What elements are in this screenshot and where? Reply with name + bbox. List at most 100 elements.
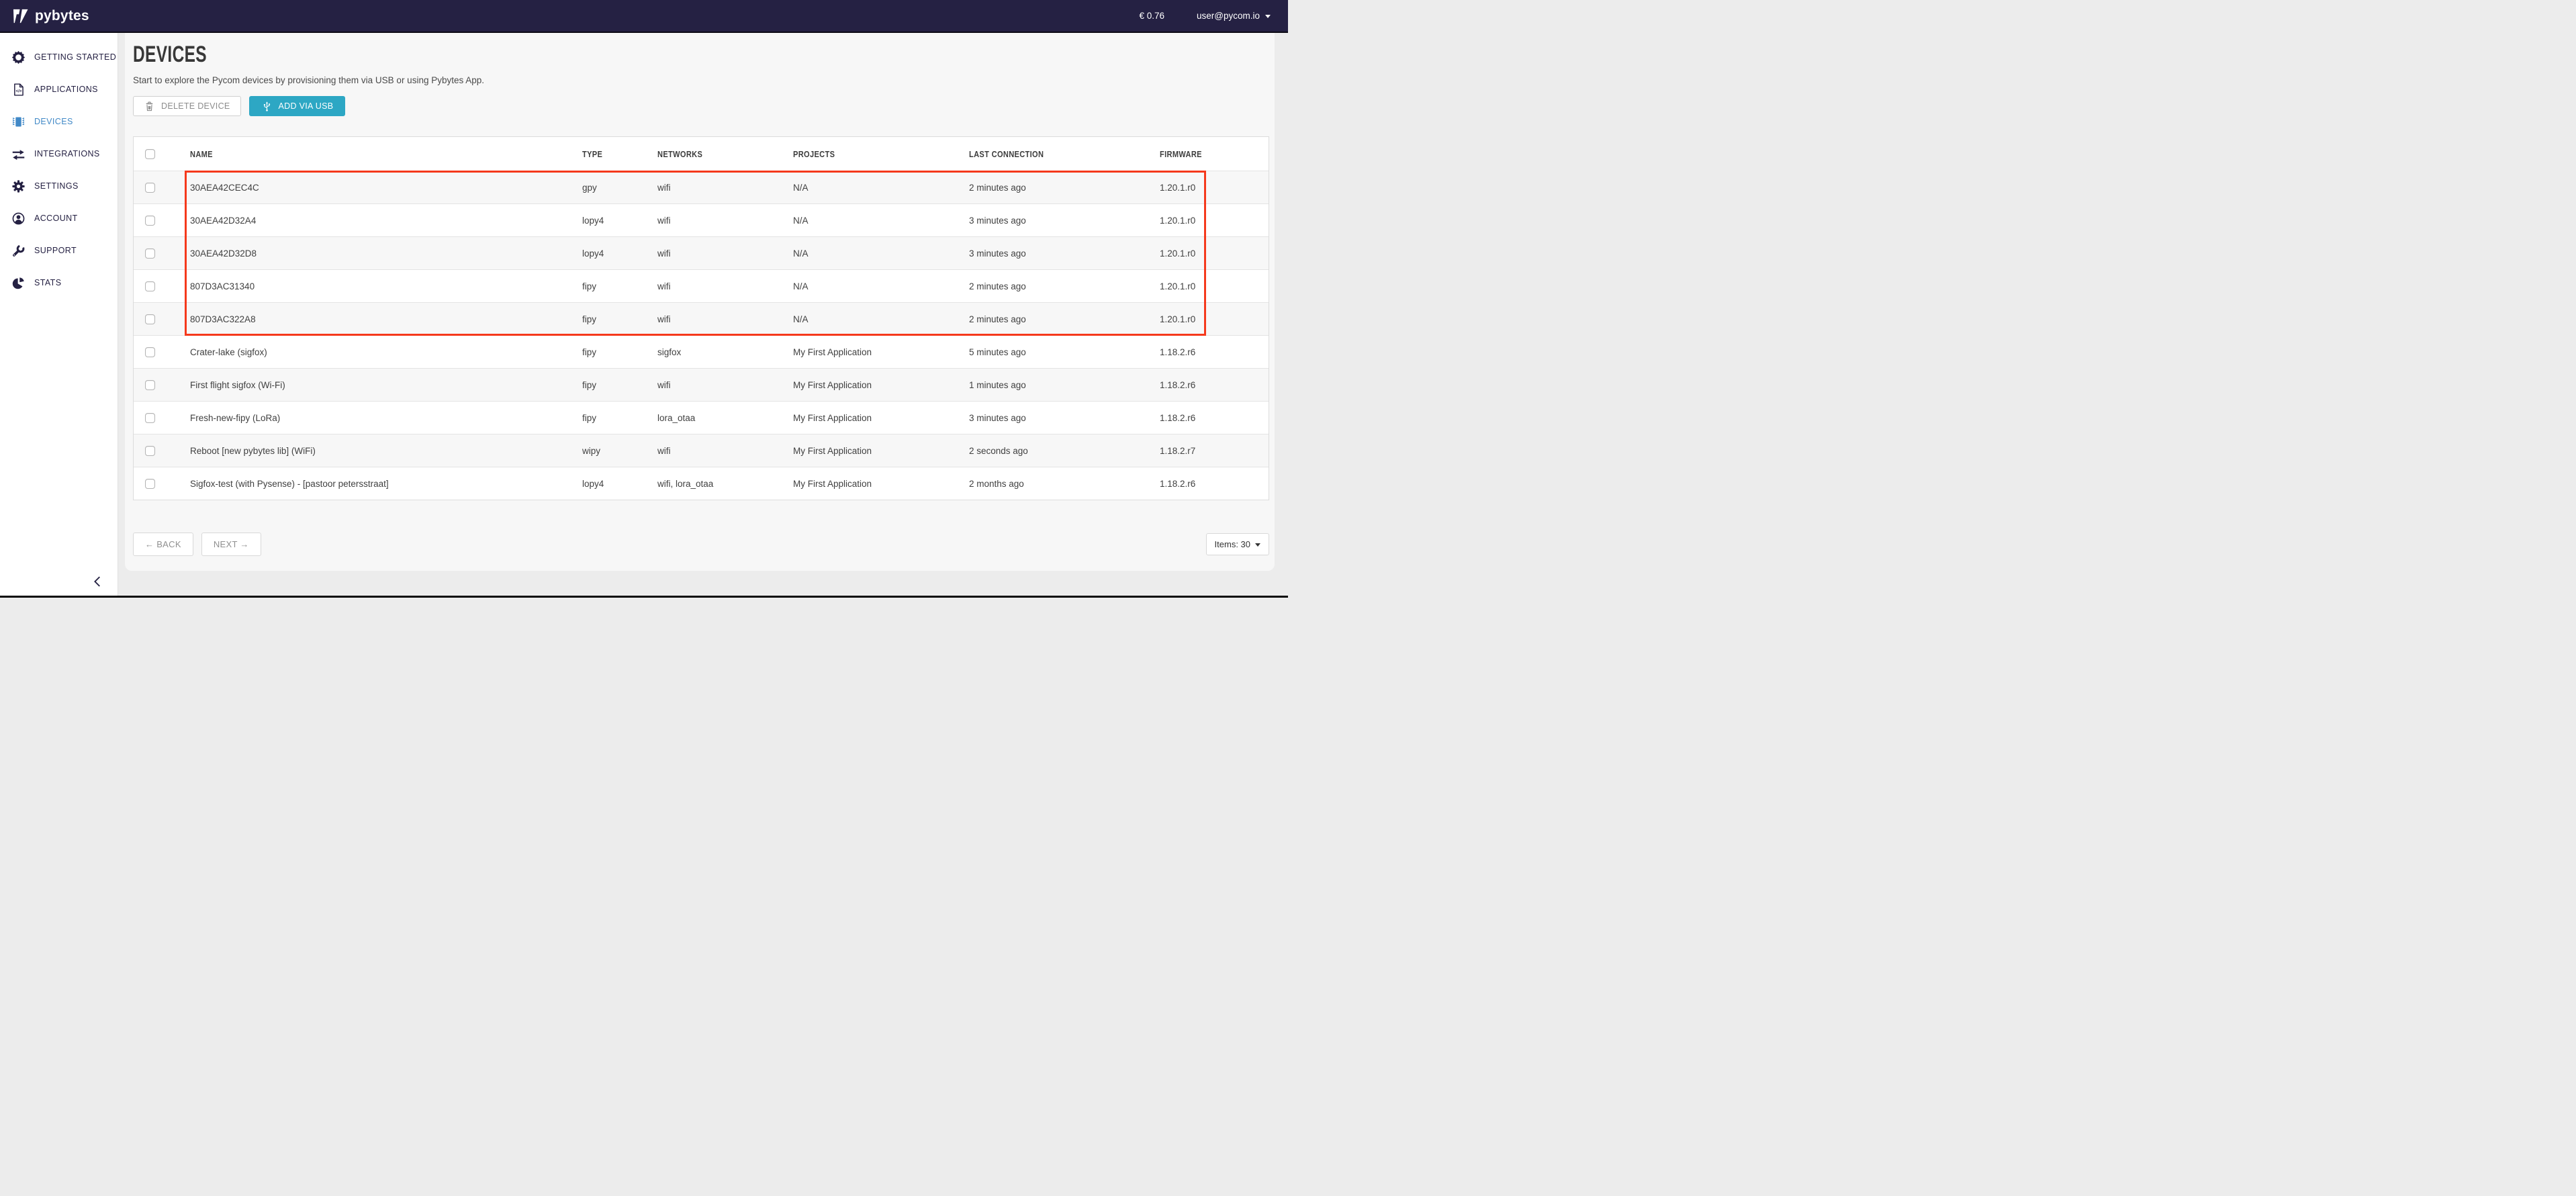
table-row[interactable]: Crater-lake (sigfox) fipy sigfox My Firs… — [134, 335, 1269, 368]
device-networks: wifi — [657, 314, 671, 324]
device-name: 30AEA42D32A4 — [190, 215, 257, 226]
header-checkbox-cell — [134, 148, 166, 159]
pybytes-logo[interactable]: pybytes — [12, 8, 89, 24]
sidebar-item-label: STATS — [34, 278, 62, 287]
sidebar-collapse-button[interactable] — [91, 574, 105, 589]
device-firmware: 1.18.2.r6 — [1160, 478, 1196, 489]
items-per-page-dropdown[interactable]: Items: 30 — [1205, 533, 1269, 555]
device-projects: N/A — [793, 182, 809, 193]
device-last-connection: 3 minutes ago — [969, 412, 1026, 423]
table-row[interactable]: Fresh-new-fipy (LoRa) fipy lora_otaa My … — [134, 401, 1269, 434]
devices-table: NAME TYPE NETWORKS PROJECTS LAST CONNECT… — [133, 136, 1269, 500]
sidebar-item-support[interactable]: SUPPORT — [0, 234, 118, 267]
add-via-usb-label: ADD VIA USB — [278, 101, 334, 111]
device-last-connection: 2 minutes ago — [969, 314, 1026, 324]
user-email: user@pycom.io — [1197, 11, 1260, 21]
table-row[interactable]: 30AEA42D32A4 lopy4 wifi N/A 3 minutes ag… — [134, 203, 1269, 236]
device-name: 807D3AC322A8 — [190, 314, 256, 324]
device-projects: N/A — [793, 281, 809, 291]
pagination: ← BACK NEXT → Items: 30 — [133, 533, 1269, 556]
next-button[interactable]: NEXT → — [201, 533, 261, 556]
table-row[interactable]: Sigfox-test (with Pysense) - [pastoor pe… — [134, 467, 1269, 500]
table-row[interactable]: 30AEA42D32D8 lopy4 wifi N/A 3 minutes ag… — [134, 236, 1269, 269]
header-firmware: FIRMWARE — [1160, 148, 1202, 159]
device-type: fipy — [582, 314, 597, 324]
row-checkbox-cell — [134, 281, 166, 291]
row-checkbox[interactable] — [144, 182, 155, 193]
device-last-connection: 2 seconds ago — [969, 445, 1028, 456]
add-via-usb-button[interactable]: ADD VIA USB — [248, 96, 346, 116]
page-subtitle: Start to explore the Pycom devices by pr… — [133, 75, 485, 85]
row-checkbox-cell — [134, 248, 166, 259]
table-row[interactable]: 807D3AC322A8 fipy wifi N/A 2 minutes ago… — [134, 302, 1269, 335]
sidebar-item-label: APPLICATIONS — [34, 85, 98, 94]
device-last-connection: 2 minutes ago — [969, 281, 1026, 291]
sidebar-item-account[interactable]: ACCOUNT — [0, 202, 118, 234]
chevron-down-icon — [1265, 15, 1271, 18]
row-checkbox-cell — [134, 314, 166, 324]
header-projects: PROJECTS — [793, 148, 835, 159]
row-checkbox[interactable] — [144, 478, 155, 489]
device-type: lopy4 — [582, 215, 604, 226]
row-checkbox[interactable] — [144, 248, 155, 259]
row-checkbox[interactable] — [144, 445, 155, 456]
row-checkbox[interactable] — [144, 347, 155, 357]
device-last-connection: 2 months ago — [969, 478, 1024, 489]
sidebar-item-label: GETTING STARTED — [34, 52, 117, 62]
items-per-page-label: Items: 30 — [1214, 539, 1250, 549]
device-firmware: 1.20.1.r0 — [1160, 281, 1196, 291]
back-button[interactable]: ← BACK — [133, 533, 193, 556]
device-last-connection: 2 minutes ago — [969, 182, 1026, 193]
table-row[interactable]: First flight sigfox (Wi-Fi) fipy wifi My… — [134, 368, 1269, 401]
sidebar-item-applications[interactable]: APPLICATIONS — [0, 73, 118, 105]
device-networks: wifi — [657, 215, 671, 226]
row-checkbox[interactable] — [144, 412, 155, 423]
user-menu[interactable]: user@pycom.io — [1197, 11, 1271, 21]
table-row[interactable]: 807D3AC31340 fipy wifi N/A 2 minutes ago… — [134, 269, 1269, 302]
device-networks: lora_otaa — [657, 412, 696, 423]
device-firmware: 1.18.2.r6 — [1160, 379, 1196, 390]
device-last-connection: 5 minutes ago — [969, 347, 1026, 357]
device-networks: wifi — [657, 182, 671, 193]
device-networks: wifi — [657, 379, 671, 390]
delete-device-label: DELETE DEVICE — [161, 101, 230, 111]
device-type: gpy — [582, 182, 597, 193]
device-name: Crater-lake (sigfox) — [190, 347, 267, 357]
device-networks: wifi, lora_otaa — [657, 478, 714, 489]
account-balance: € 0.76 — [1139, 11, 1164, 21]
sidebar-item-integrations[interactable]: INTEGRATIONS — [0, 138, 118, 170]
device-type: lopy4 — [582, 248, 604, 259]
device-name: 30AEA42CEC4C — [190, 182, 259, 193]
row-checkbox-cell — [134, 412, 166, 423]
device-type: fipy — [582, 347, 597, 357]
delete-device-button[interactable]: DELETE DEVICE — [133, 96, 241, 116]
device-last-connection: 1 minutes ago — [969, 379, 1026, 390]
device-firmware: 1.18.2.r7 — [1160, 445, 1196, 456]
device-projects: My First Application — [793, 379, 872, 390]
row-checkbox[interactable] — [144, 379, 155, 390]
row-checkbox-cell — [134, 347, 166, 357]
table-row[interactable]: Reboot [new pybytes lib] (WiFi) wipy wif… — [134, 434, 1269, 467]
device-type: fipy — [582, 281, 597, 291]
sidebar-item-icon — [11, 179, 26, 193]
table-body: 30AEA42CEC4C gpy wifi N/A 2 minutes ago … — [134, 171, 1269, 500]
device-projects: N/A — [793, 248, 809, 259]
row-checkbox[interactable] — [144, 215, 155, 226]
header-name: NAME — [190, 148, 213, 159]
select-all-checkbox[interactable] — [144, 148, 155, 159]
row-checkbox-cell — [134, 478, 166, 489]
device-firmware: 1.18.2.r6 — [1160, 412, 1196, 423]
logo-text: pybytes — [35, 7, 89, 24]
device-last-connection: 3 minutes ago — [969, 248, 1026, 259]
main-area: DEVICES Start to explore the Pycom devic… — [118, 33, 1288, 596]
device-projects: My First Application — [793, 347, 872, 357]
sidebar-item-icon — [11, 212, 26, 226]
sidebar-item-devices[interactable]: DEVICES — [0, 105, 118, 138]
sidebar-item-settings[interactable]: SETTINGS — [0, 170, 118, 202]
device-type: wipy — [582, 445, 601, 456]
table-row[interactable]: 30AEA42CEC4C gpy wifi N/A 2 minutes ago … — [134, 171, 1269, 203]
row-checkbox[interactable] — [144, 314, 155, 324]
sidebar-item-getting-started[interactable]: GETTING STARTED — [0, 41, 118, 73]
row-checkbox[interactable] — [144, 281, 155, 291]
sidebar-item-stats[interactable]: STATS — [0, 267, 118, 299]
